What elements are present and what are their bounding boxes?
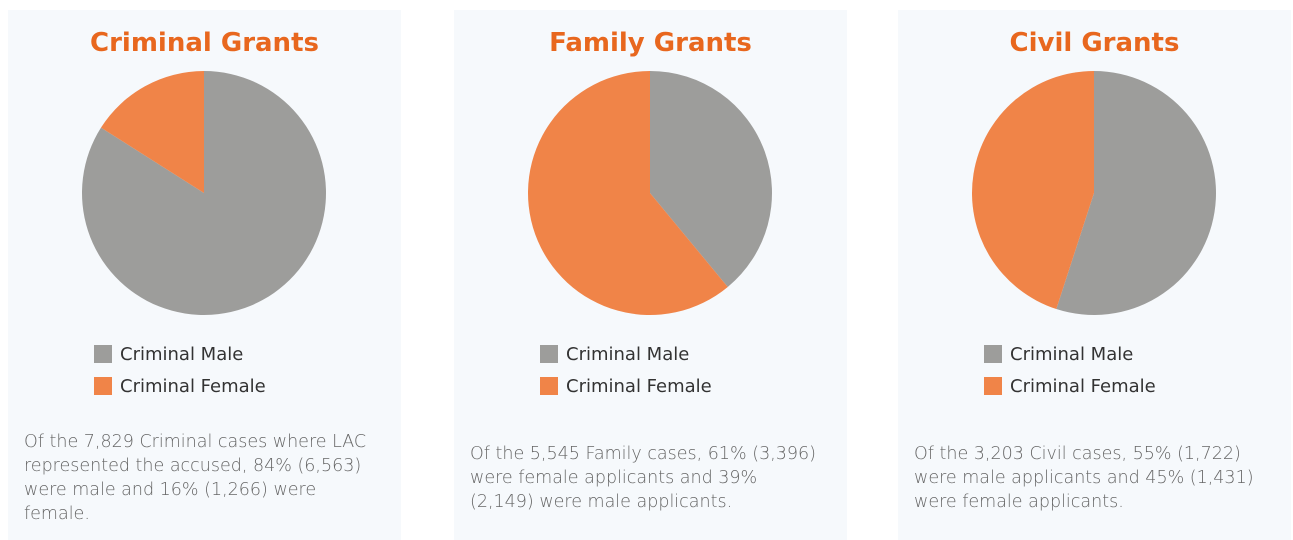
legend-item: Criminal Female bbox=[94, 370, 266, 402]
legend-item: Criminal Male bbox=[984, 338, 1156, 370]
legend-label: Criminal Male bbox=[1010, 343, 1134, 365]
legend-label: Criminal Female bbox=[566, 375, 712, 397]
legend-swatch bbox=[94, 345, 112, 363]
pie-chart bbox=[81, 71, 326, 316]
legend-swatch bbox=[94, 377, 112, 395]
chart-card: Civil Grants Criminal Male Criminal Female… bbox=[898, 10, 1291, 540]
chart-title: Family Grants bbox=[549, 28, 752, 58]
legend: Criminal Male Criminal Female bbox=[540, 338, 712, 402]
description-box: Of the 3,203 Civil cases, 55% (1,722) we… bbox=[914, 415, 1264, 540]
description: Of the 5,545 Family cases, 61% (3,396) w… bbox=[470, 443, 817, 512]
pie-slice bbox=[527, 71, 728, 315]
legend-label: Criminal Male bbox=[566, 343, 690, 365]
chart-title: Criminal Grants bbox=[90, 28, 319, 58]
legend-label: Criminal Male bbox=[120, 343, 244, 365]
pie-chart bbox=[972, 71, 1216, 316]
legend-item: Criminal Female bbox=[984, 370, 1156, 402]
chart-card: Family Grants Criminal Male Criminal Femal… bbox=[454, 10, 847, 540]
legend-swatch bbox=[540, 377, 558, 395]
legend-item: Criminal Male bbox=[540, 338, 712, 370]
chart-card: Criminal Grants Criminal Male Criminal Fem… bbox=[8, 10, 401, 540]
legend-swatch bbox=[984, 345, 1002, 363]
pie-chart bbox=[527, 71, 772, 315]
legend-item: Criminal Female bbox=[540, 370, 712, 402]
pie-slice bbox=[972, 71, 1094, 310]
pie-slice bbox=[1056, 71, 1216, 316]
legend-swatch bbox=[984, 377, 1002, 395]
pie-slice bbox=[650, 71, 772, 288]
pie-slice bbox=[100, 71, 204, 193]
legend: Criminal Male Criminal Female bbox=[94, 338, 266, 402]
legend: Criminal Male Criminal Female bbox=[984, 338, 1156, 402]
description: Of the 3,203 Civil cases, 55% (1,722) we… bbox=[914, 443, 1254, 512]
legend-item: Criminal Male bbox=[94, 338, 266, 370]
description: Of the 7,829 Criminal cases where LAC re… bbox=[24, 431, 367, 524]
description-box: Of the 7,829 Criminal cases where LAC re… bbox=[24, 415, 374, 540]
pie-slice bbox=[81, 71, 326, 316]
legend-label: Criminal Female bbox=[120, 375, 266, 397]
legend-swatch bbox=[540, 345, 558, 363]
legend-label: Criminal Female bbox=[1010, 375, 1156, 397]
chart-title: Civil Grants bbox=[1009, 28, 1180, 58]
description-box: Of the 5,545 Family cases, 61% (3,396) w… bbox=[470, 415, 820, 540]
